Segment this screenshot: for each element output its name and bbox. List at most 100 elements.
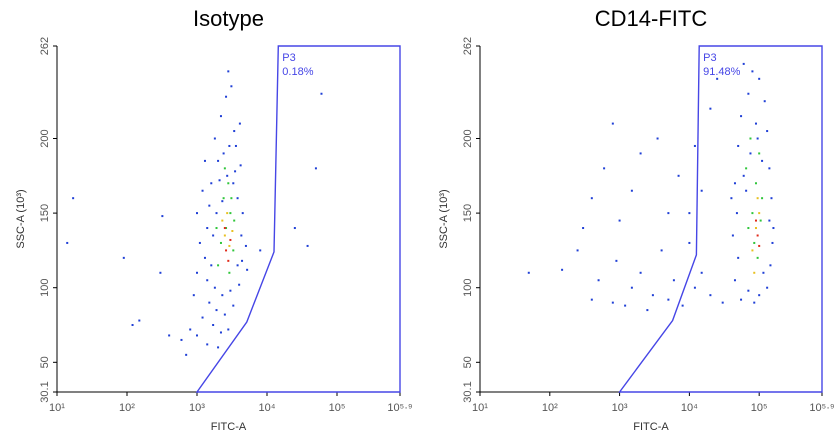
event-dot — [590, 197, 593, 200]
event-dot — [228, 244, 231, 247]
event-dot — [236, 197, 239, 200]
x-tick-label: 10³ — [189, 402, 205, 414]
event-dot — [688, 212, 691, 215]
event-dot — [762, 271, 765, 274]
x-tick-label: 10¹ — [472, 402, 488, 414]
event-dot — [221, 219, 224, 222]
event-dot — [618, 219, 621, 222]
event-dot — [742, 62, 745, 65]
event-dot — [244, 244, 247, 247]
event-dot — [639, 271, 642, 274]
event-dot — [742, 174, 745, 177]
event-dot — [740, 115, 743, 118]
event-dot — [240, 234, 243, 237]
y-tick-label: 200 — [462, 129, 474, 147]
event-dot — [582, 227, 585, 230]
gate-label: P3 — [282, 52, 295, 64]
event-dot — [185, 353, 188, 356]
event-dot — [693, 144, 696, 147]
event-dot — [753, 301, 756, 304]
event-dot — [227, 259, 230, 262]
event-dot — [667, 298, 670, 301]
event-dot — [639, 152, 642, 155]
event-dot — [527, 271, 530, 274]
event-dot — [212, 324, 215, 327]
event-dot — [161, 215, 164, 218]
event-dot — [122, 256, 125, 259]
event-dot — [241, 259, 244, 262]
event-dot — [660, 249, 663, 252]
gate — [195, 45, 401, 393]
event-dot — [218, 179, 221, 182]
event-dot — [700, 189, 703, 192]
event-dot — [223, 234, 226, 237]
event-dot — [213, 286, 216, 289]
x-tick-label: 10² — [542, 402, 558, 414]
event-dot — [756, 234, 759, 237]
event-dot — [769, 264, 772, 267]
event-dot — [222, 197, 225, 200]
event-dot — [192, 294, 195, 297]
event-dot — [221, 294, 224, 297]
x-tick-label: 10⁵·⁹ — [809, 402, 834, 414]
event-dot — [66, 241, 69, 244]
event-dot — [745, 167, 748, 170]
x-tick-label: 10² — [119, 402, 135, 414]
x-tick-label: 10⁴ — [259, 402, 276, 414]
event-dot — [229, 289, 232, 292]
event-dot — [768, 167, 771, 170]
event-dot — [754, 182, 757, 185]
event-dot — [667, 212, 670, 215]
event-dot — [700, 271, 703, 274]
y-tick-label: 100 — [462, 279, 474, 297]
y-axis-label: SSC-A (10³) — [438, 189, 450, 248]
y-tick-label: 50 — [462, 356, 474, 368]
event-dot — [232, 182, 235, 185]
event-dot — [630, 189, 633, 192]
event-dot — [763, 100, 766, 103]
event-dot — [239, 164, 242, 167]
gate-label: P3 — [703, 52, 716, 64]
event-dot — [246, 268, 249, 271]
event-dot — [688, 241, 691, 244]
event-dot — [758, 152, 761, 155]
event-dot — [219, 331, 222, 334]
event-dot — [561, 268, 564, 271]
event-dot — [768, 219, 771, 222]
event-dot — [761, 197, 764, 200]
event-dot — [215, 309, 218, 312]
event-dot — [747, 227, 750, 230]
x-tick-label: 10⁴ — [681, 402, 698, 414]
event-dot — [230, 197, 233, 200]
event-dot — [212, 234, 215, 237]
event-dot — [740, 298, 743, 301]
event-dot — [651, 294, 654, 297]
event-dot — [747, 289, 750, 292]
event-dot — [210, 182, 213, 185]
event-dot — [215, 227, 218, 230]
event-dot — [753, 271, 756, 274]
event-dot — [730, 197, 733, 200]
event-dot — [770, 197, 773, 200]
event-dot — [213, 137, 216, 140]
event-dot — [227, 182, 230, 185]
event-dot — [217, 264, 220, 267]
event-dot — [168, 334, 171, 337]
event-dot — [238, 283, 241, 286]
chart-title: Isotype — [193, 6, 264, 31]
event-dot — [223, 313, 226, 316]
event-dot — [709, 107, 712, 110]
event-dot — [225, 227, 228, 230]
event-dot — [203, 159, 206, 162]
event-dot — [234, 170, 237, 173]
event-dot — [733, 279, 736, 282]
event-dot — [751, 70, 754, 73]
event-dot — [219, 241, 222, 244]
event-dot — [597, 279, 600, 282]
event-dot — [624, 304, 627, 307]
event-dot — [751, 212, 754, 215]
y-axis-label: SSC-A (10³) — [15, 189, 27, 248]
x-tick-label: 10⁵ — [751, 402, 768, 414]
event-dot — [228, 271, 231, 274]
